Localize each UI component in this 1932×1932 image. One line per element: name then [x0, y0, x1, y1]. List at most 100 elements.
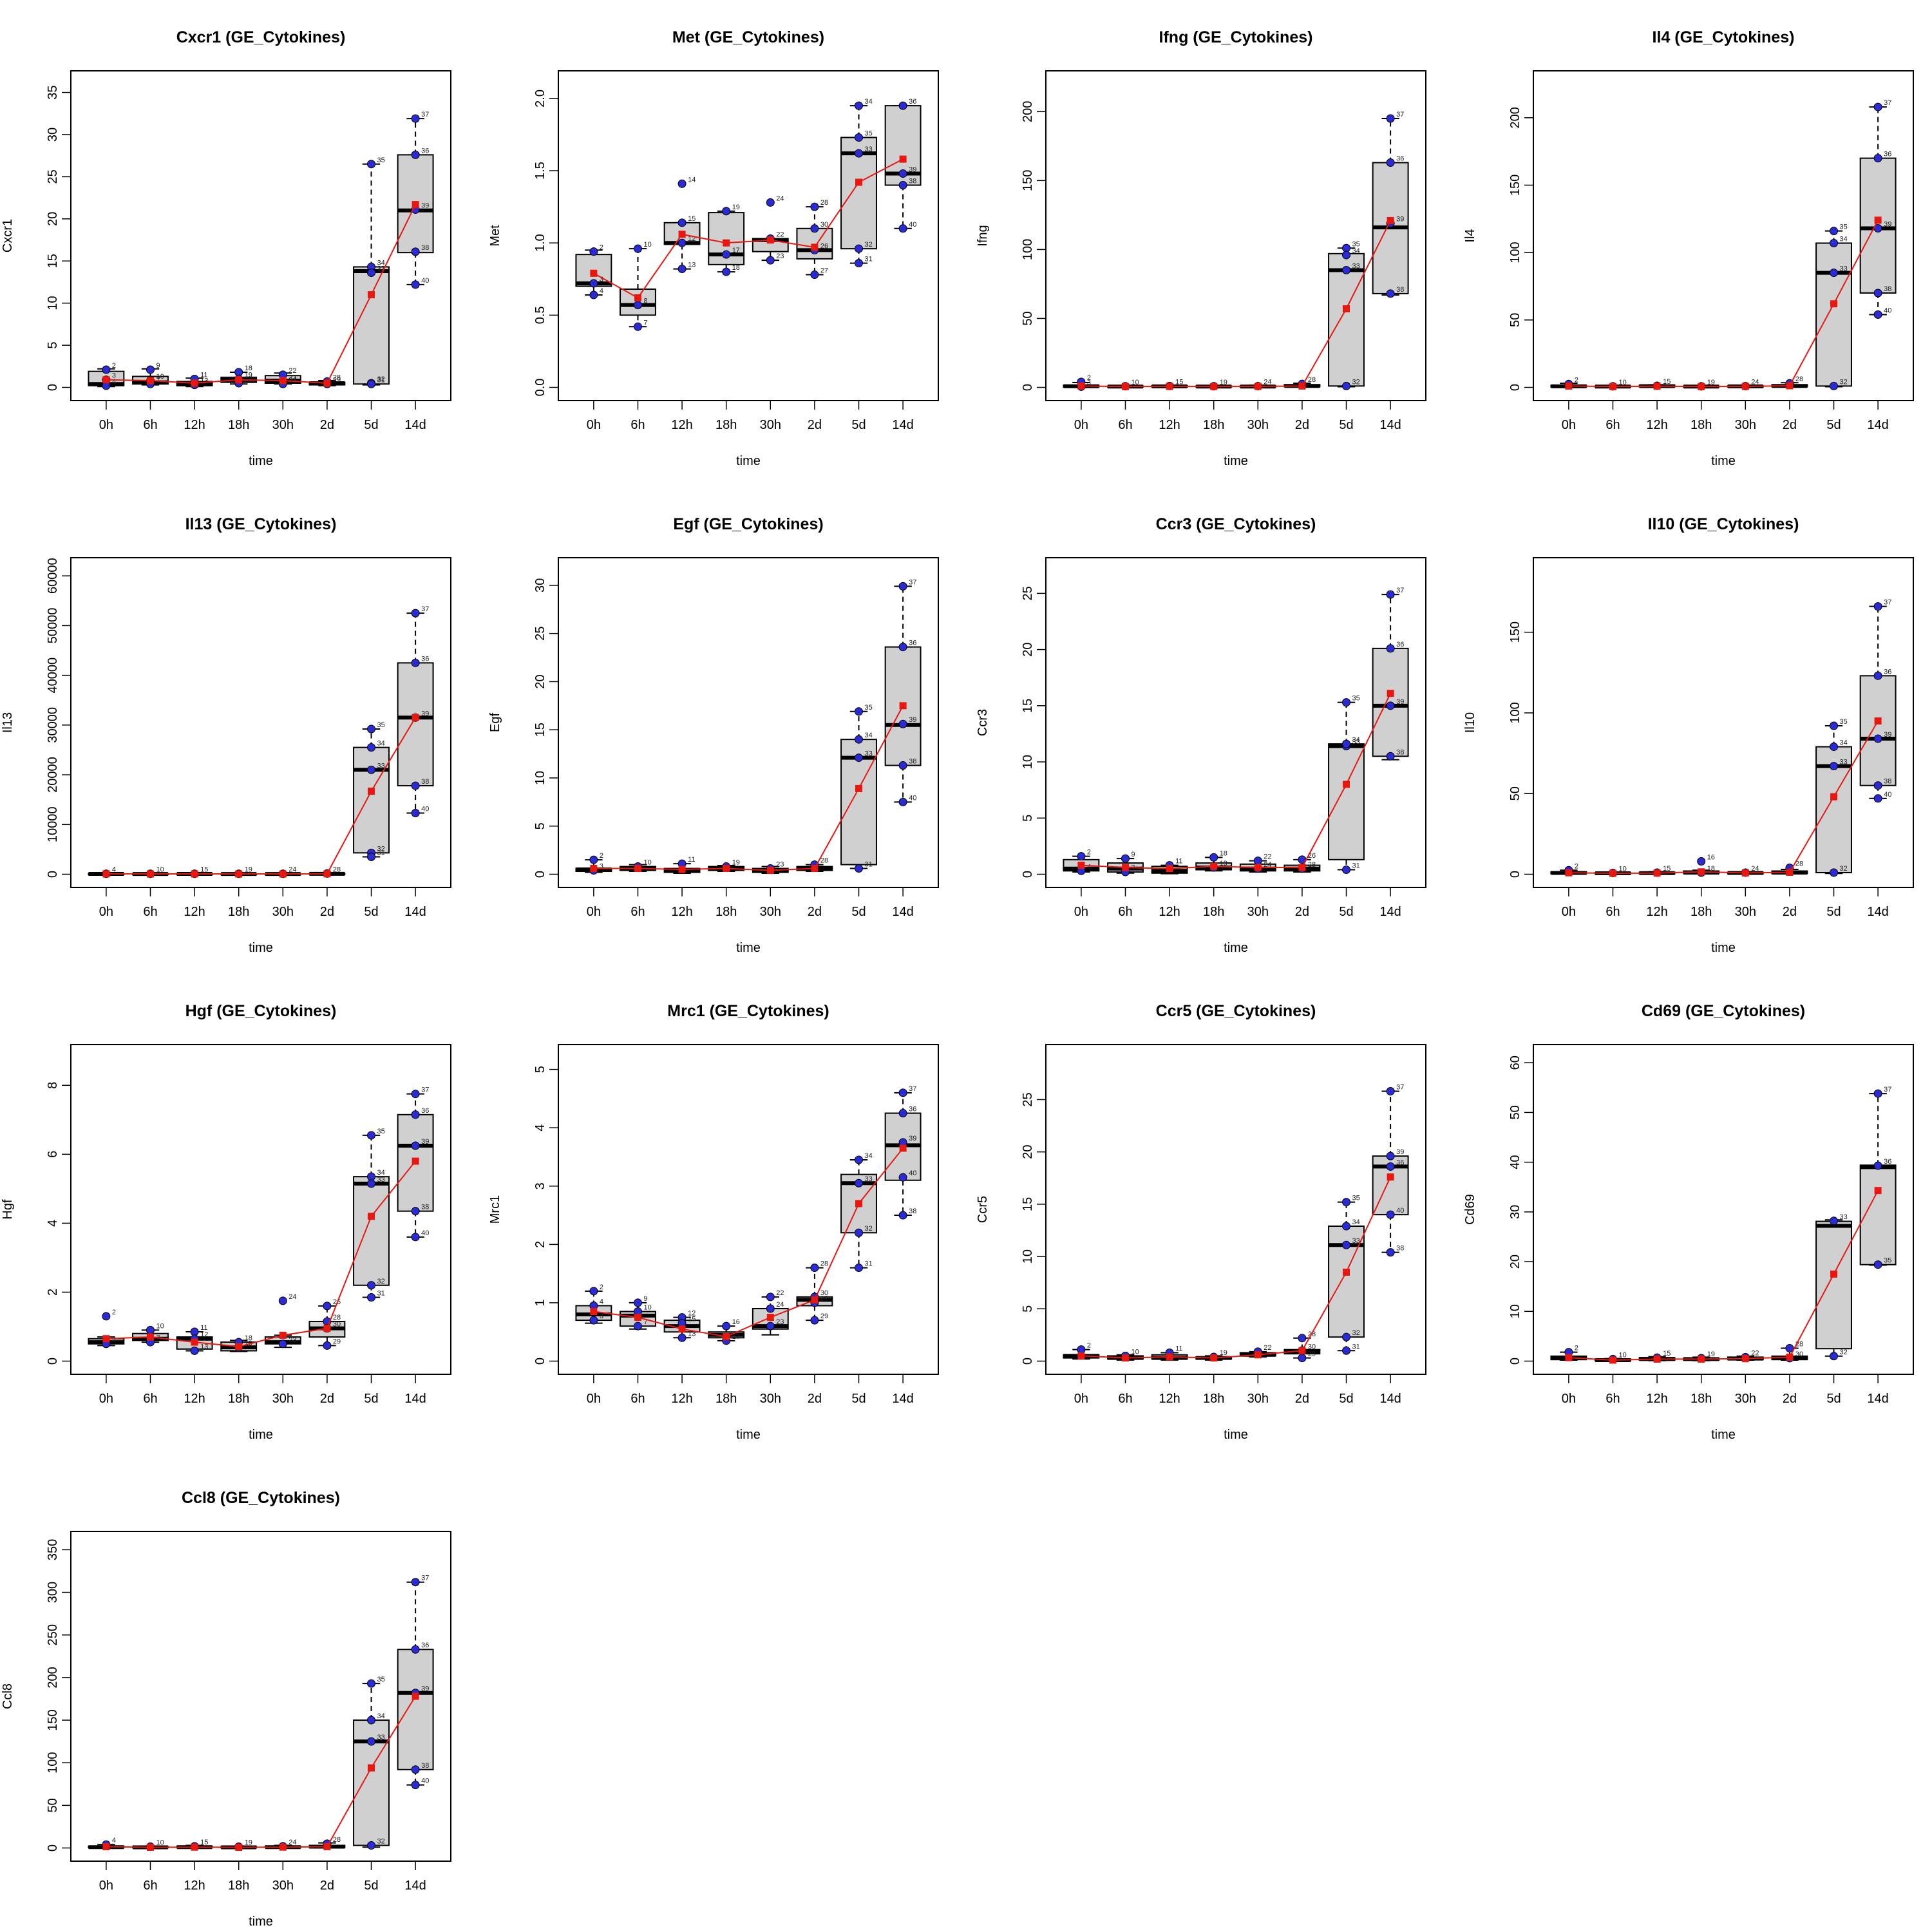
data-point	[1830, 1352, 1839, 1361]
mean-line	[106, 717, 416, 875]
data-point	[1342, 1332, 1351, 1341]
mean-marker	[1830, 1270, 1838, 1278]
data-point-label: 35	[377, 721, 385, 729]
x-tick-label: 2d	[1783, 418, 1797, 432]
y-tick-label: 60000	[46, 558, 60, 594]
y-tick-label: 2	[46, 1289, 60, 1296]
data-point-label: 40	[1396, 1207, 1404, 1215]
mean-marker	[323, 379, 331, 387]
data-point-label: 19	[245, 371, 252, 379]
x-axis-label: time	[736, 454, 761, 468]
x-axis-label: time	[736, 1428, 761, 1442]
chart-title: Met (GE_Cytokines)	[672, 28, 824, 46]
chart-title: Ifng (GE_Cytokines)	[1159, 28, 1313, 46]
mean-marker	[1298, 382, 1306, 390]
mean-marker	[1653, 869, 1661, 877]
y-tick-label: 0	[46, 1358, 60, 1365]
data-point	[411, 114, 420, 123]
mean-marker	[323, 870, 331, 878]
x-tick-label: 30h	[1735, 418, 1756, 432]
x-axis-label: time	[1711, 1428, 1736, 1442]
mean-marker	[1698, 1355, 1705, 1363]
data-point	[1342, 866, 1351, 875]
data-point-label: 34	[1352, 736, 1360, 744]
data-point-label: 10	[643, 1304, 651, 1312]
data-point	[1342, 739, 1351, 748]
x-tick-label: 12h	[671, 1392, 692, 1406]
data-point-label: 39	[1396, 698, 1404, 706]
data-point-label: 31	[377, 376, 385, 384]
data-point-label: 30	[333, 1321, 341, 1329]
mean-marker	[1343, 781, 1350, 788]
data-point	[323, 1341, 332, 1350]
data-point-label: 18	[1707, 865, 1715, 873]
data-point	[1830, 743, 1839, 752]
box-body	[1859, 1164, 1897, 1265]
data-point-label: 38	[421, 778, 429, 786]
data-point	[411, 658, 420, 667]
data-point	[898, 582, 907, 591]
mean-marker	[102, 1843, 110, 1851]
mean-marker	[723, 1332, 730, 1340]
data-point-label: 31	[1352, 1343, 1360, 1350]
data-point	[411, 1141, 420, 1150]
data-point-label: 39	[1884, 731, 1891, 739]
data-point	[589, 1287, 598, 1296]
data-point	[810, 224, 819, 233]
x-tick-label: 18h	[1690, 905, 1712, 919]
data-point-label: 23	[776, 252, 784, 260]
mean-marker	[235, 1343, 243, 1350]
data-point	[855, 259, 864, 268]
data-point	[1342, 1222, 1351, 1231]
data-point	[411, 1110, 420, 1119]
data-point	[1830, 868, 1839, 877]
y-tick-label: 0	[1021, 871, 1035, 878]
data-point-label: 38	[1884, 778, 1891, 786]
mean-marker	[590, 269, 598, 277]
data-point	[190, 1327, 199, 1336]
data-point-label: 33	[1352, 1237, 1360, 1245]
y-tick-label: 40000	[46, 658, 60, 694]
y-tick-label: 30	[533, 578, 547, 592]
data-point-label: 27	[820, 267, 828, 275]
data-point-label: 26	[820, 242, 828, 250]
y-axis-label: Met	[488, 225, 502, 247]
data-point-label: 35	[1840, 718, 1848, 726]
y-axis-label: Ccl8	[1, 1683, 15, 1709]
y-tick-label: 250	[46, 1624, 60, 1645]
data-point	[367, 765, 376, 774]
data-point	[1873, 102, 1882, 111]
x-tick-label: 18h	[1203, 905, 1224, 919]
y-tick-label: 0	[533, 871, 547, 878]
data-point-label: 28	[820, 857, 828, 865]
data-point-label: 35	[1352, 240, 1360, 248]
data-point	[677, 1333, 687, 1342]
mean-marker	[191, 1843, 198, 1851]
data-point-label: 2	[600, 244, 603, 252]
box-body	[353, 1176, 390, 1286]
y-tick-label: 30	[1508, 1205, 1522, 1219]
x-tick-label: 18h	[715, 905, 737, 919]
mean-marker	[899, 155, 907, 163]
box-14d	[1372, 1090, 1409, 1253]
data-point	[367, 1293, 376, 1302]
mean-marker	[766, 1314, 774, 1321]
mean-marker	[1565, 382, 1573, 390]
x-tick-label: 12h	[671, 418, 692, 432]
data-point-label: 16	[732, 1318, 740, 1326]
mean-marker	[191, 1338, 198, 1346]
chart-panel-2: Ifng (GE_Cytokines) 0 50 100 150 200 Ifng 0h 6h 1…	[976, 28, 1426, 468]
x-tick-label: 14d	[404, 1392, 426, 1406]
mean-marker	[634, 865, 641, 873]
data-point	[1209, 853, 1218, 862]
data-point-label: 33	[1840, 759, 1848, 766]
x-tick-label: 2d	[320, 1879, 334, 1893]
x-tick-label: 0h	[1562, 1392, 1576, 1406]
data-point-label: 35	[1352, 695, 1360, 703]
mean-marker	[1210, 862, 1218, 870]
data-point-label: 24	[1264, 379, 1271, 386]
data-point-label: 34	[1840, 236, 1848, 243]
x-tick-label: 5d	[364, 418, 378, 432]
data-point	[1386, 289, 1395, 298]
data-point-label: 36	[1884, 1158, 1891, 1166]
